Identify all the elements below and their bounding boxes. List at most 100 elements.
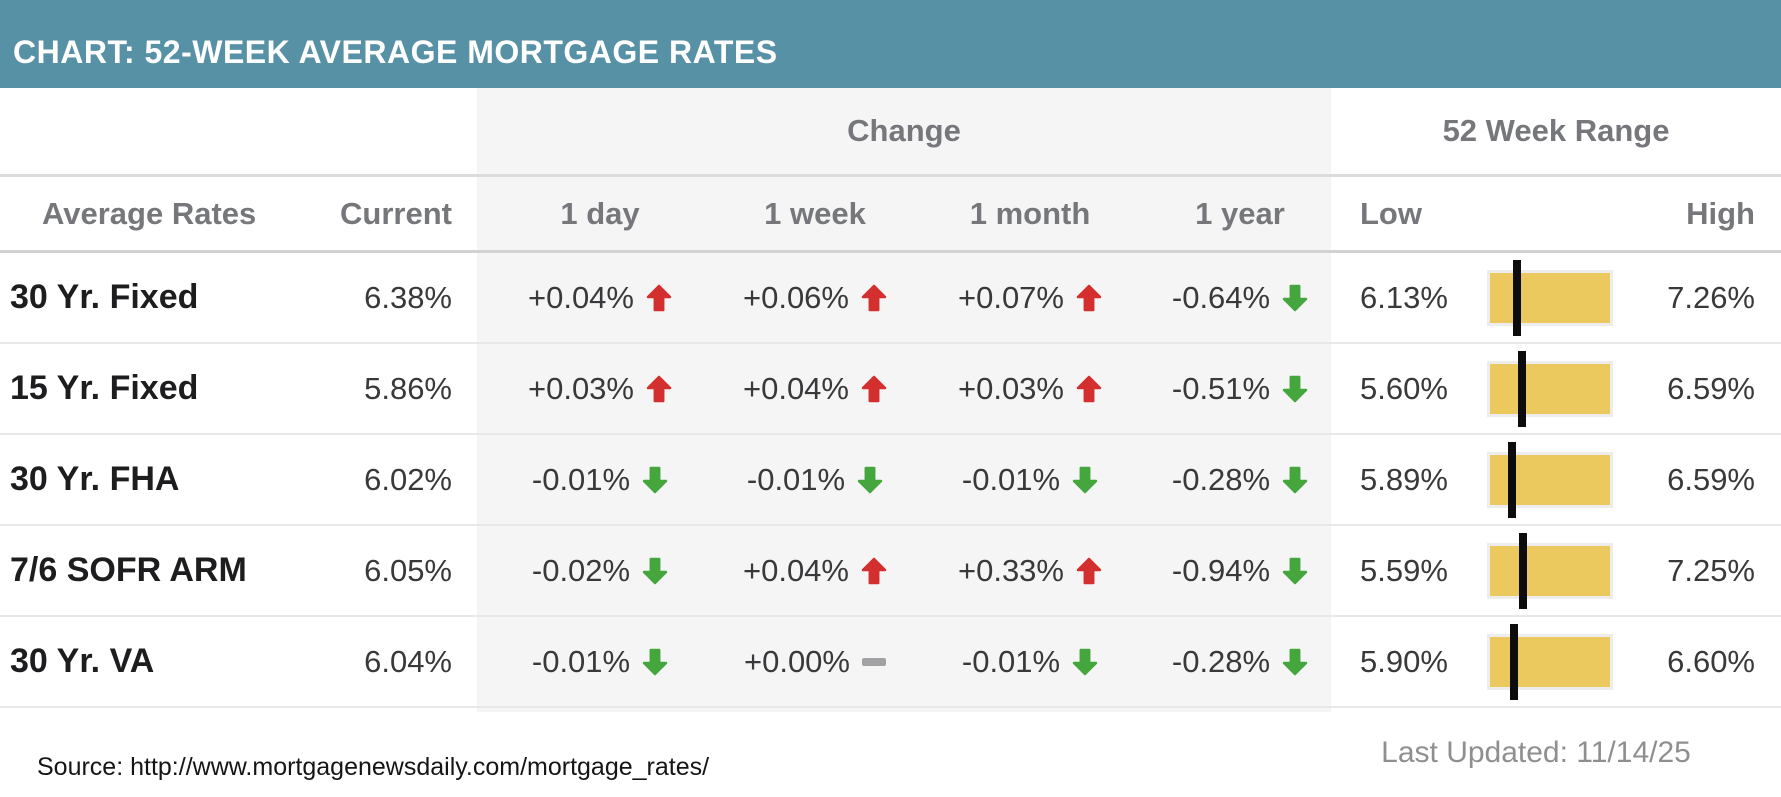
page-title: CHART: 52-WEEK AVERAGE MORTGAGE RATES (13, 34, 778, 70)
down-arrow-icon (857, 466, 883, 493)
up-arrow-icon (646, 375, 672, 402)
column-header-1week: 1 week (764, 195, 866, 231)
column-header-current: Current (340, 195, 452, 231)
range-bar-cell (1487, 253, 1613, 342)
title-bar: CHART: 52-WEEK AVERAGE MORTGAGE RATES (0, 0, 1781, 88)
table-row: 15 Yr. Fixed 5.86% +0.03% +0.04% +0.03% … (0, 344, 1781, 435)
change-value: -0.94% (1171, 552, 1271, 588)
column-header-low: Low (1360, 195, 1422, 231)
change-direction-indicator (861, 557, 887, 585)
change-value: -0.64% (1171, 279, 1271, 315)
change-1day-cell: +0.03% (490, 344, 710, 433)
change-value: +0.04% (742, 370, 849, 406)
change-value: +0.00% (743, 643, 850, 679)
up-arrow-icon (861, 375, 887, 402)
flat-dash-icon (862, 657, 886, 666)
change-direction-indicator (1076, 284, 1102, 312)
table-row: 30 Yr. FHA 6.02% -0.01% -0.01% -0.01% -0… (0, 435, 1781, 526)
up-arrow-icon (646, 284, 672, 311)
change-direction-indicator (642, 557, 668, 585)
table-row: 30 Yr. Fixed 6.38% +0.04% +0.06% +0.07% … (0, 253, 1781, 344)
down-arrow-icon (642, 557, 668, 584)
range-bar-cell (1487, 617, 1613, 706)
range-low-value: 5.60% (1360, 370, 1448, 406)
change-1month-cell: +0.07% (920, 253, 1140, 342)
range-high-value: 6.60% (1667, 643, 1755, 679)
column-group-header-row: Change 52 Week Range (0, 88, 1781, 177)
range-high-value: 7.26% (1667, 279, 1755, 315)
change-1day-cell: +0.04% (490, 253, 710, 342)
change-value: +0.06% (742, 279, 849, 315)
up-arrow-icon (861, 284, 887, 311)
range-high-value: 6.59% (1667, 461, 1755, 497)
change-direction-indicator (1282, 648, 1308, 676)
range-bar-track (1487, 441, 1613, 518)
change-1week-cell: +0.04% (705, 344, 925, 433)
change-value: -0.51% (1171, 370, 1271, 406)
row-label: 15 Yr. Fixed (10, 369, 199, 407)
range-low-value: 6.13% (1360, 279, 1448, 315)
range-group-header: 52 Week Range (1442, 113, 1670, 148)
down-arrow-icon (1072, 466, 1098, 493)
range-bar-fill (1490, 363, 1610, 414)
range-bar-track (1487, 259, 1613, 336)
table-row: 7/6 SOFR ARM 6.05% -0.02% +0.04% +0.33% … (0, 526, 1781, 617)
current-rate-value: 5.86% (364, 370, 452, 406)
change-direction-indicator (1282, 375, 1308, 403)
up-arrow-icon (861, 557, 887, 584)
change-1year-cell: -0.51% (1130, 344, 1350, 433)
change-1week-cell: +0.06% (705, 253, 925, 342)
current-rate-marker-icon (1512, 259, 1521, 336)
change-direction-indicator (861, 375, 887, 403)
change-value: -0.28% (1171, 643, 1271, 679)
current-rate-value: 6.05% (364, 552, 452, 588)
change-value: -0.28% (1171, 461, 1271, 497)
change-group-header: Change (847, 113, 961, 148)
row-label: 30 Yr. VA (10, 642, 155, 680)
range-bar-cell (1487, 526, 1613, 615)
change-1day-cell: -0.01% (490, 617, 710, 706)
range-bar-cell (1487, 344, 1613, 433)
change-direction-indicator (862, 657, 886, 666)
range-high-value: 6.59% (1667, 370, 1755, 406)
column-header-row: Average Rates Current 1 day 1 week 1 mon… (0, 177, 1781, 253)
change-value: -0.02% (531, 552, 631, 588)
current-rate-marker-icon (1517, 350, 1526, 427)
change-value: +0.03% (527, 370, 634, 406)
change-direction-indicator (646, 375, 672, 403)
change-direction-indicator (646, 284, 672, 312)
change-1day-cell: -0.01% (490, 435, 710, 524)
change-value: +0.03% (957, 370, 1064, 406)
change-direction-indicator (1072, 466, 1098, 494)
change-value: -0.01% (746, 461, 846, 497)
change-value: -0.01% (531, 461, 631, 497)
current-rate-value: 6.38% (364, 279, 452, 315)
change-value: -0.01% (531, 643, 631, 679)
down-arrow-icon (1282, 557, 1308, 584)
change-direction-indicator (1076, 375, 1102, 403)
change-1month-cell: -0.01% (920, 617, 1140, 706)
change-direction-indicator (1072, 648, 1098, 676)
down-arrow-icon (1072, 648, 1098, 675)
down-arrow-icon (642, 466, 668, 493)
change-direction-indicator (1282, 557, 1308, 585)
change-1month-cell: +0.33% (920, 526, 1140, 615)
range-bar-cell (1487, 435, 1613, 524)
down-arrow-icon (1282, 466, 1308, 493)
change-value: -0.01% (961, 643, 1061, 679)
change-value: +0.04% (742, 552, 849, 588)
column-header-high: High (1686, 195, 1755, 231)
change-1week-cell: -0.01% (705, 435, 925, 524)
current-rate-marker-icon (1519, 532, 1528, 609)
range-bar-track (1487, 532, 1613, 609)
source-text: Source: http://www.mortgagenewsdaily.com… (37, 753, 710, 781)
range-low-value: 5.90% (1360, 643, 1448, 679)
down-arrow-icon (1282, 648, 1308, 675)
rates-table: Change 52 Week Range Average Rates Curre… (0, 88, 1781, 708)
change-1year-cell: -0.28% (1130, 435, 1350, 524)
change-direction-indicator (642, 466, 668, 494)
change-1week-cell: +0.04% (705, 526, 925, 615)
change-1year-cell: -0.94% (1130, 526, 1350, 615)
change-direction-indicator (861, 284, 887, 312)
